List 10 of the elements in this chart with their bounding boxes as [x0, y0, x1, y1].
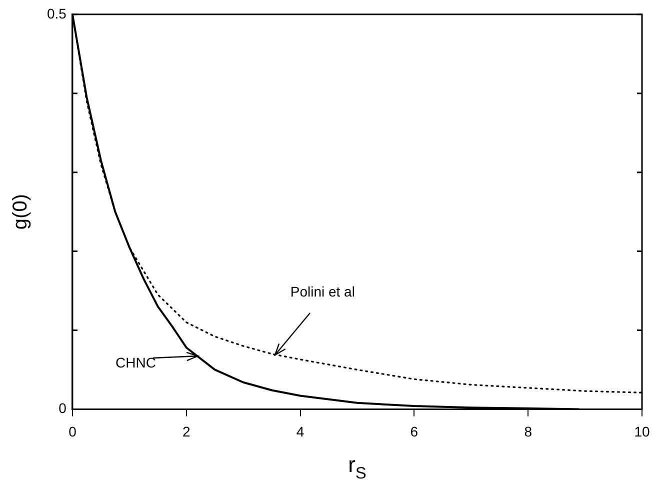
x-tick-label: 0: [68, 423, 77, 440]
annotation: Polini et al: [290, 284, 355, 300]
x-tick-label: 2: [182, 423, 190, 440]
y-tick-label: 0.5: [46, 5, 67, 22]
x-tick-label: 8: [524, 423, 532, 440]
x-tick-label: 6: [410, 423, 418, 440]
y-axis-title: g(0): [10, 194, 32, 230]
x-tick-label: 10: [634, 423, 650, 440]
annotation: CHNC: [116, 354, 156, 370]
x-tick-label: 4: [296, 423, 304, 440]
